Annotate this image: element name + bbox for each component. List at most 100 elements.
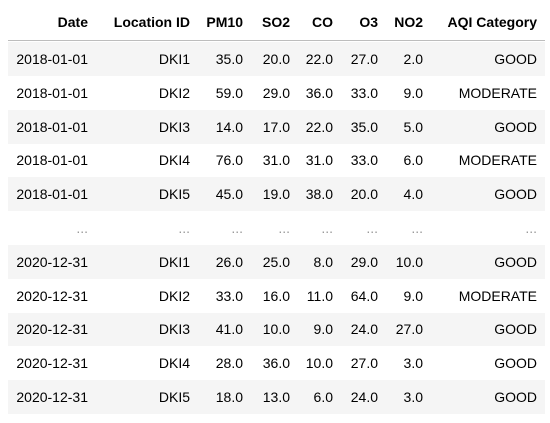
column-header: AQI Category [447, 14, 537, 30]
table-cell: 24.0 [350, 389, 378, 405]
table-cell: 2018-01-01 [16, 186, 88, 203]
table-cell: 14.0 [215, 118, 243, 135]
table-cell: 33.0 [350, 84, 378, 101]
table-cell: 2020-12-31 [16, 287, 88, 304]
table-cell: GOOD [494, 321, 537, 338]
header-rule [8, 40, 545, 41]
row-stripe [8, 278, 545, 313]
table-cell: 29.0 [262, 84, 290, 101]
table-cell: 19.0 [262, 186, 290, 203]
table-cell: 10.0 [262, 321, 290, 338]
table-cell: 2020-12-31 [16, 253, 88, 270]
row-stripe [8, 244, 545, 279]
table-cell: GOOD [494, 51, 537, 67]
table-cell: 33.0 [350, 152, 378, 169]
table-cell: ... [411, 220, 423, 236]
table-cell: 5.0 [403, 118, 423, 135]
table-cell: 6.0 [403, 152, 423, 169]
table-cell: 22.0 [305, 118, 333, 135]
table-cell: 31.0 [305, 152, 333, 169]
table-cell: 2.0 [403, 51, 423, 67]
table-cell: 8.0 [313, 253, 333, 270]
table-cell: GOOD [494, 186, 537, 203]
table-cell: 10.0 [395, 253, 423, 270]
table-cell: 20.0 [262, 51, 290, 67]
table-cell: GOOD [494, 253, 537, 270]
column-header: Location ID [113, 14, 190, 30]
table-cell: DKI2 [158, 84, 190, 101]
table-cell: 45.0 [215, 186, 243, 203]
table-cell: GOOD [494, 355, 537, 372]
table-cell: DKI1 [158, 253, 190, 270]
table-cell: 36.0 [305, 84, 333, 101]
table-cell: 20.0 [350, 186, 378, 203]
row-stripe [8, 42, 545, 76]
table-cell: 27.0 [395, 321, 423, 338]
table-cell: 33.0 [215, 287, 243, 304]
table-cell: 27.0 [350, 51, 378, 67]
table-cell: 76.0 [215, 152, 243, 169]
column-header: O3 [359, 14, 378, 30]
table-cell: 35.0 [350, 118, 378, 135]
table-cell: 2018-01-01 [16, 152, 88, 169]
table-cell: MODERATE [458, 84, 537, 101]
table-cell: 24.0 [350, 321, 378, 338]
table-cell: DKI5 [158, 186, 190, 203]
column-header: SO2 [261, 14, 290, 30]
table-cell: DKI5 [158, 389, 190, 405]
table-cell: 2020-12-31 [16, 389, 88, 405]
table-cell: 2018-01-01 [16, 118, 88, 135]
table-cell: 9.0 [313, 321, 333, 338]
table-cell: ... [525, 220, 537, 236]
row-stripe [8, 177, 545, 212]
table-cell: 28.0 [215, 355, 243, 372]
table-cell: 13.0 [262, 389, 290, 405]
table-cell: 64.0 [350, 287, 378, 304]
column-header: NO2 [394, 14, 423, 30]
table-cell: 36.0 [262, 355, 290, 372]
table-cell: GOOD [494, 389, 537, 405]
table-cell: 38.0 [305, 186, 333, 203]
table-cell: MODERATE [458, 287, 537, 304]
table-cell: 4.0 [403, 186, 423, 203]
table-cell: DKI3 [158, 118, 190, 135]
table-cell: ... [278, 220, 290, 236]
table-cell: 3.0 [403, 389, 423, 405]
table-cell: 29.0 [350, 253, 378, 270]
table-cell: 25.0 [262, 253, 290, 270]
table-cell: 6.0 [313, 389, 333, 405]
table-cell: 3.0 [403, 355, 423, 372]
table-cell: 22.0 [305, 51, 333, 67]
table-cell: DKI3 [158, 321, 190, 338]
table-cell: 35.0 [215, 51, 243, 67]
row-stripe [8, 346, 545, 381]
table-cell: 31.0 [262, 152, 290, 169]
column-header: Date [57, 14, 88, 30]
table-cell: ... [76, 220, 88, 236]
table-cell: MODERATE [458, 152, 537, 169]
table-cell: DKI1 [158, 51, 190, 67]
table-cell: 9.0 [403, 84, 423, 101]
table-cell: 41.0 [215, 321, 243, 338]
table-cell: 16.0 [262, 287, 290, 304]
row-stripe [8, 380, 545, 414]
table-cell: ... [321, 220, 333, 236]
table-cell: ... [178, 220, 190, 236]
table-cell: 9.0 [403, 287, 423, 304]
column-header: CO [312, 14, 333, 30]
row-stripe [8, 312, 545, 347]
table-cell: 2018-01-01 [16, 84, 88, 101]
column-header: PM10 [206, 14, 243, 30]
table-cell: ... [366, 220, 378, 236]
table-cell: 2020-12-31 [16, 321, 88, 338]
table-cell: 2020-12-31 [16, 355, 88, 372]
table-cell: 11.0 [306, 287, 333, 304]
table-cell: 18.0 [215, 389, 243, 405]
table-cell: 26.0 [215, 253, 243, 270]
table-cell: 10.0 [305, 355, 333, 372]
table-cell: 59.0 [215, 84, 243, 101]
table-cell: 17.0 [262, 118, 290, 135]
table-cell: DKI4 [158, 355, 190, 372]
table-cell: ... [231, 220, 243, 236]
